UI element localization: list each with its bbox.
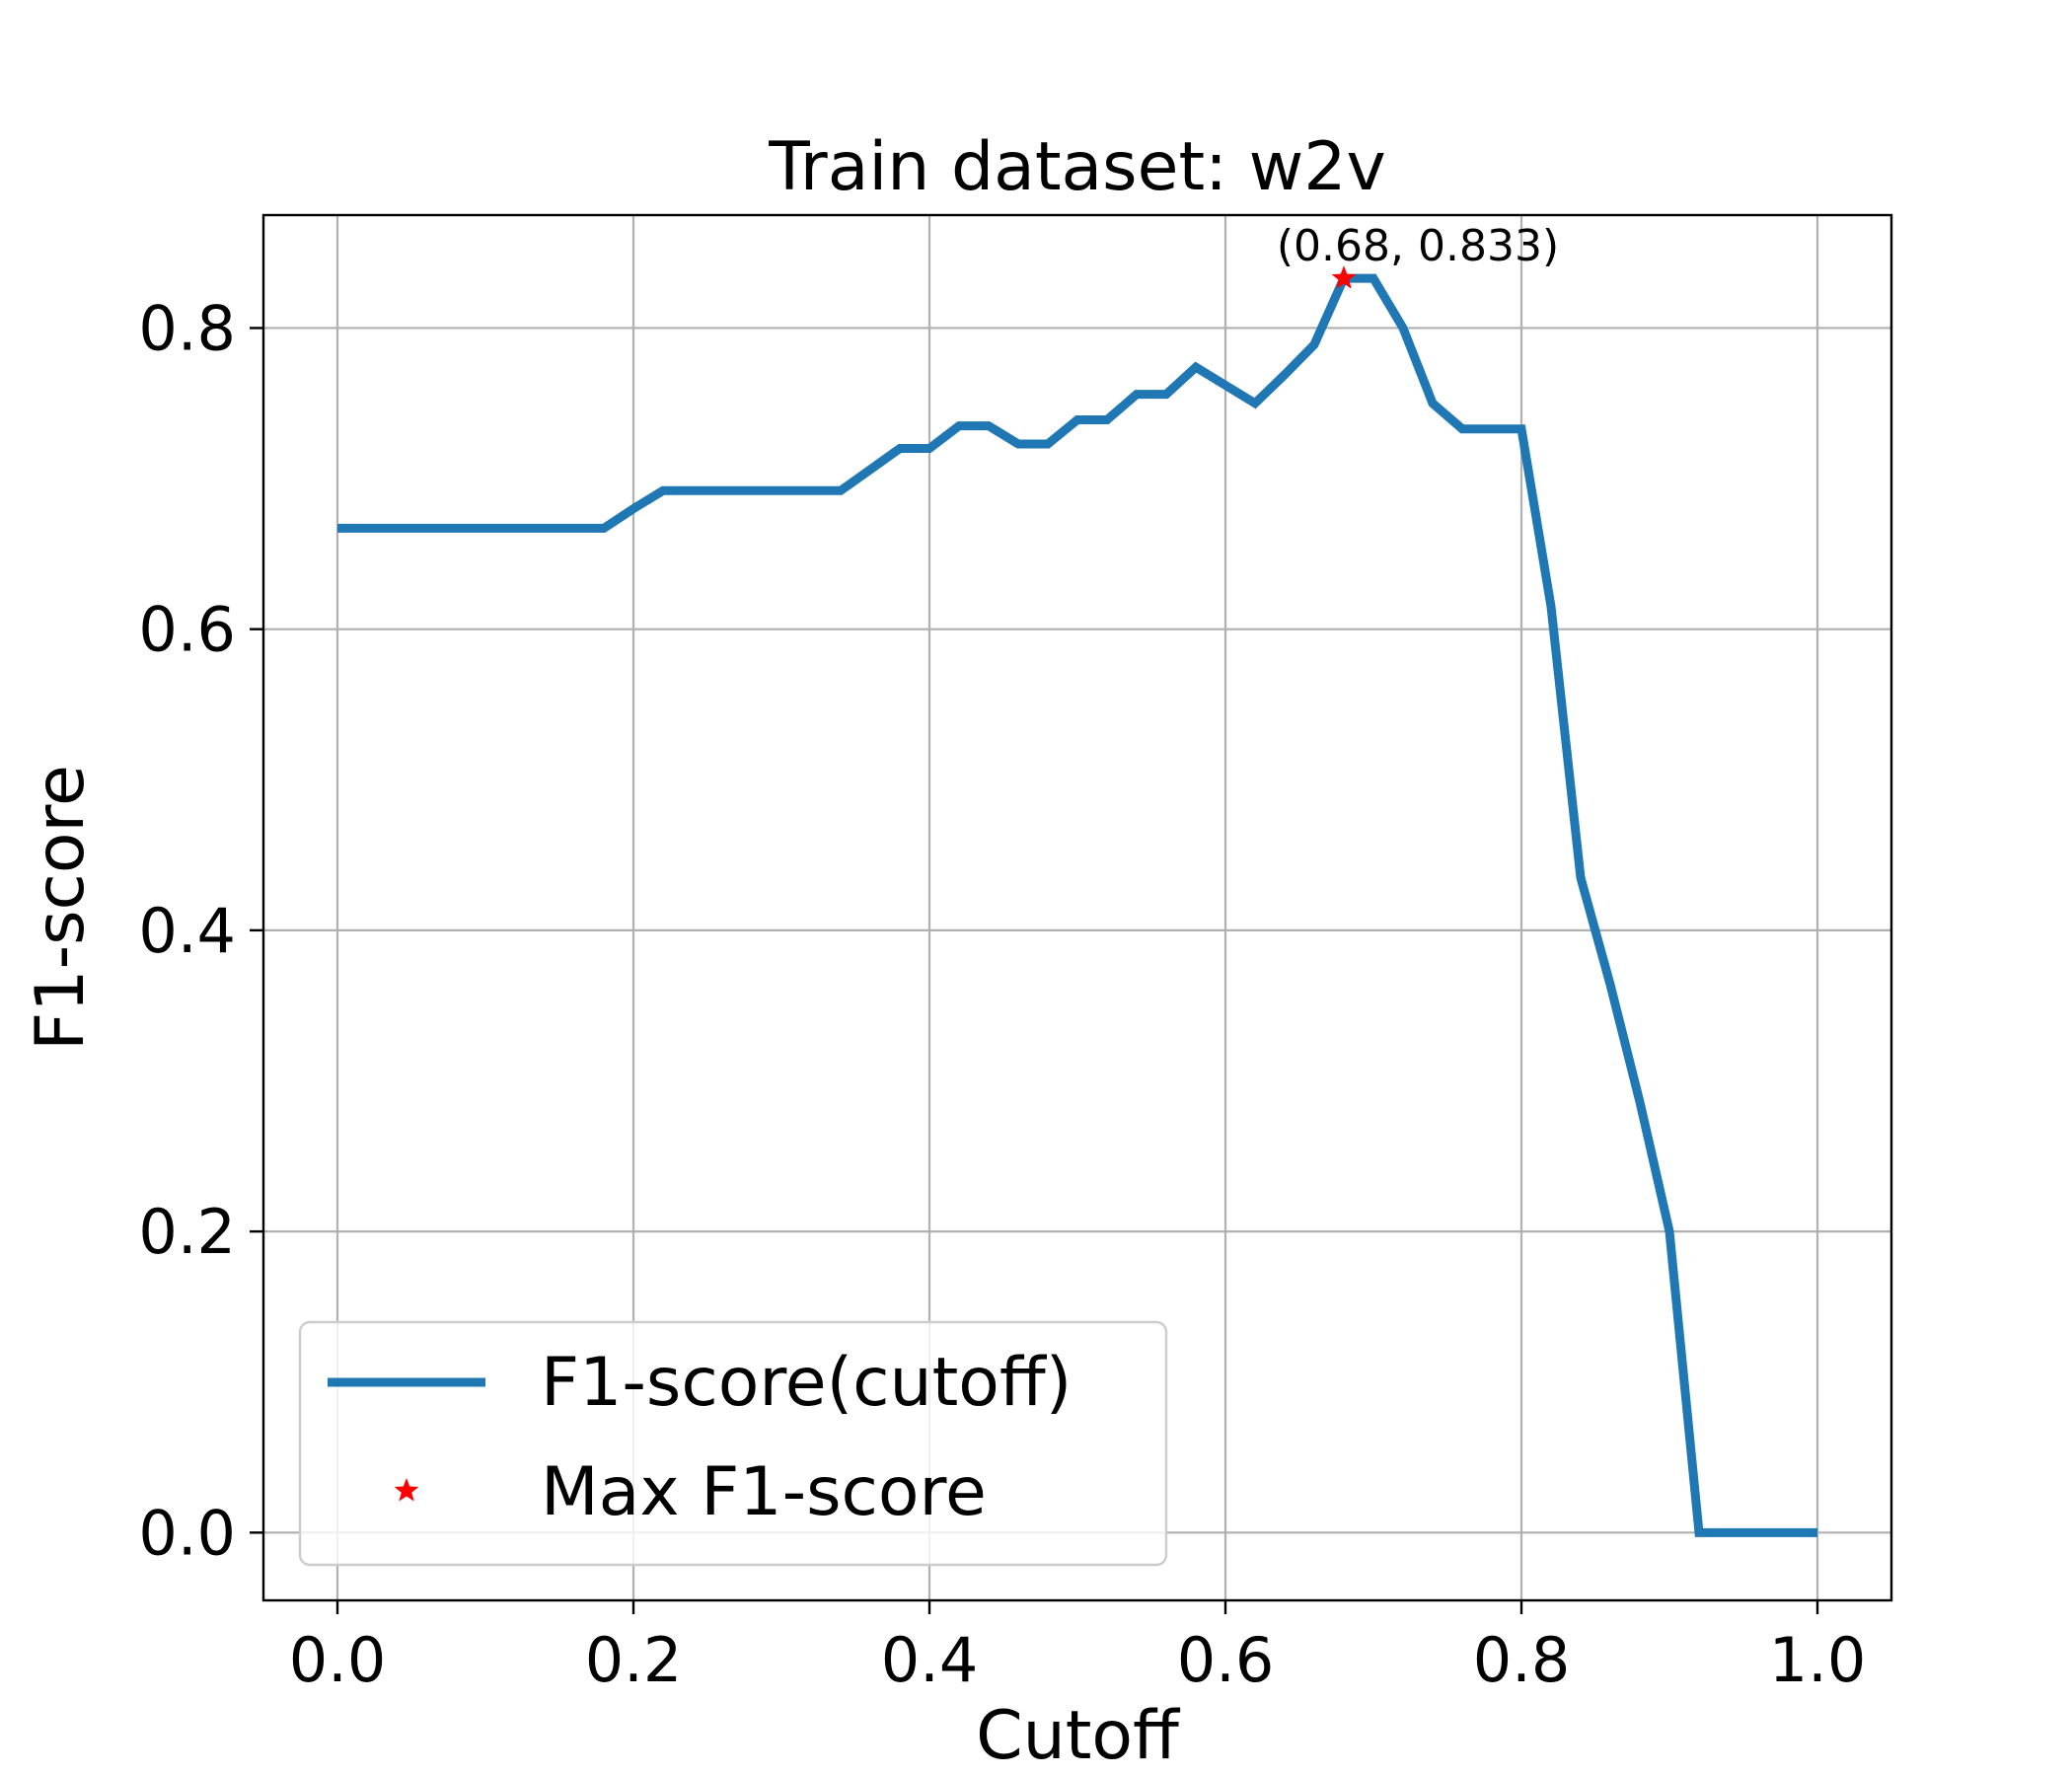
- series-layer: [336, 265, 1818, 1537]
- legend-label-f1: F1-score(cutoff): [541, 1344, 1072, 1422]
- y-axis-label: F1-score: [22, 765, 100, 1051]
- x-axis-label: Cutoff: [976, 1697, 1181, 1775]
- y-tick-label: 0.4: [138, 895, 236, 967]
- annotations: (0.68, 0.833): [1277, 221, 1559, 271]
- max-f1-star-marker: [1331, 265, 1357, 289]
- y-tick-label: 0.0: [138, 1497, 236, 1569]
- legend-star-swatch: [394, 1478, 419, 1502]
- y-tick-label: 0.8: [138, 292, 236, 364]
- x-tick-label: 0.6: [1177, 1624, 1275, 1696]
- x-tick-label: 0.2: [585, 1624, 683, 1696]
- x-tick-label: 0.0: [289, 1624, 387, 1696]
- legend-label-max: Max F1-score: [541, 1453, 987, 1531]
- x-tick-label: 0.4: [881, 1624, 979, 1696]
- axis-ticks: 0.0 0.2 0.4 0.6 0.8 1.0 0.0 0.2 0.4 0.6 0.8: [138, 292, 1866, 1696]
- y-tick-label: 0.6: [138, 594, 236, 666]
- chart-title: Train dataset: w2v: [768, 128, 1386, 206]
- x-tick-label: 1.0: [1769, 1624, 1867, 1696]
- max-f1-annotation: (0.68, 0.833): [1277, 221, 1559, 271]
- y-tick-label: 0.2: [138, 1196, 236, 1268]
- plot-frame: [261, 213, 1893, 1602]
- x-tick-label: 0.8: [1473, 1624, 1571, 1696]
- legend-box: [298, 1320, 1168, 1567]
- legend: F1-score(cutoff) Max F1-score: [298, 1320, 1168, 1567]
